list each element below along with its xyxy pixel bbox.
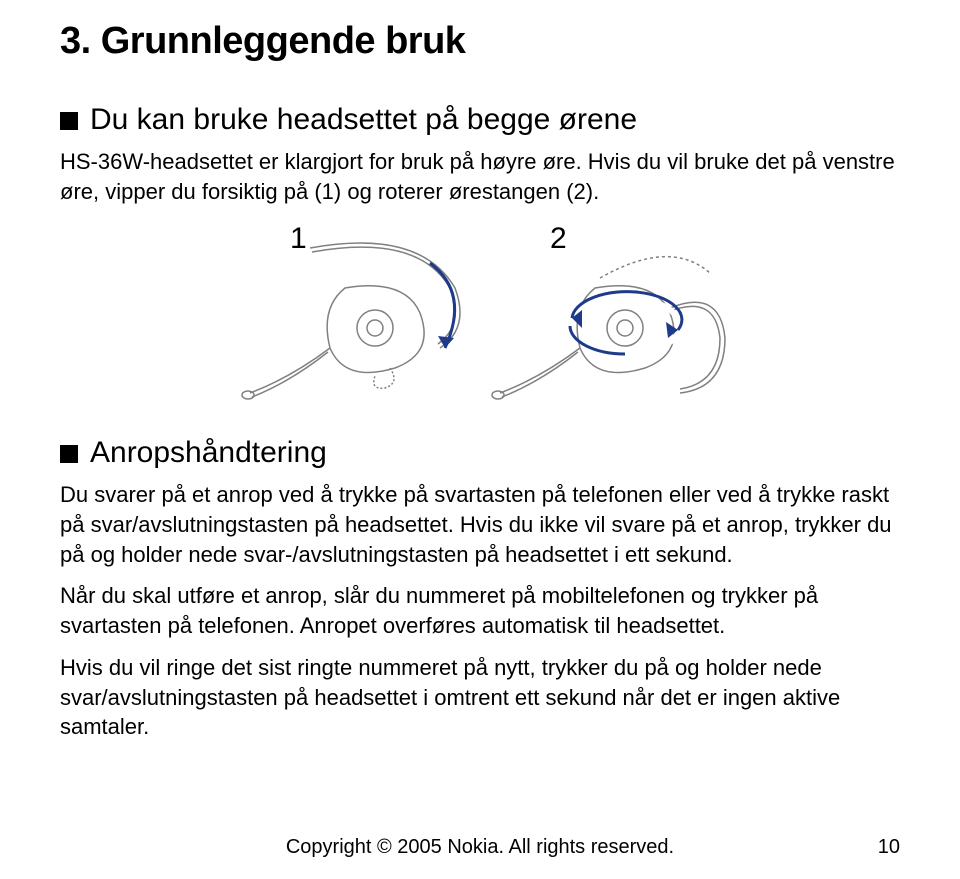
square-bullet-icon: [60, 112, 78, 130]
page-number: 10: [878, 836, 900, 859]
headset-diagram: 1 2: [60, 218, 900, 418]
section-heading-text: Anropshåndtering: [90, 436, 327, 470]
headset-right-icon: [492, 257, 725, 399]
diagram-svg: 1 2: [220, 218, 740, 418]
body-paragraph: Du svarer på et anrop ved å trykke på sv…: [60, 480, 900, 569]
body-paragraph: HS-36W-headsettet er klargjort for bruk …: [60, 147, 900, 206]
tilt-arrow-icon: [430, 263, 455, 348]
section-heading-both-ears: Du kan bruke headsettet på begge ørene: [60, 103, 900, 137]
section-heading-text: Du kan bruke headsettet på begge ørene: [90, 103, 637, 137]
body-paragraph: Når du skal utføre et anrop, slår du num…: [60, 581, 900, 640]
footer-copyright: Copyright © 2005 Nokia. All rights reser…: [0, 836, 960, 859]
section-heading-call-handling: Anropshåndtering: [60, 436, 900, 470]
square-bullet-icon: [60, 445, 78, 463]
diagram-label-2: 2: [550, 222, 567, 255]
headset-left-icon: [242, 243, 460, 399]
rotate-arrow-icon: [570, 292, 682, 354]
diagram-label-1: 1: [290, 222, 307, 255]
chapter-title: 3. Grunnleggende bruk: [60, 20, 900, 63]
body-paragraph: Hvis du vil ringe det sist ringte nummer…: [60, 653, 900, 742]
